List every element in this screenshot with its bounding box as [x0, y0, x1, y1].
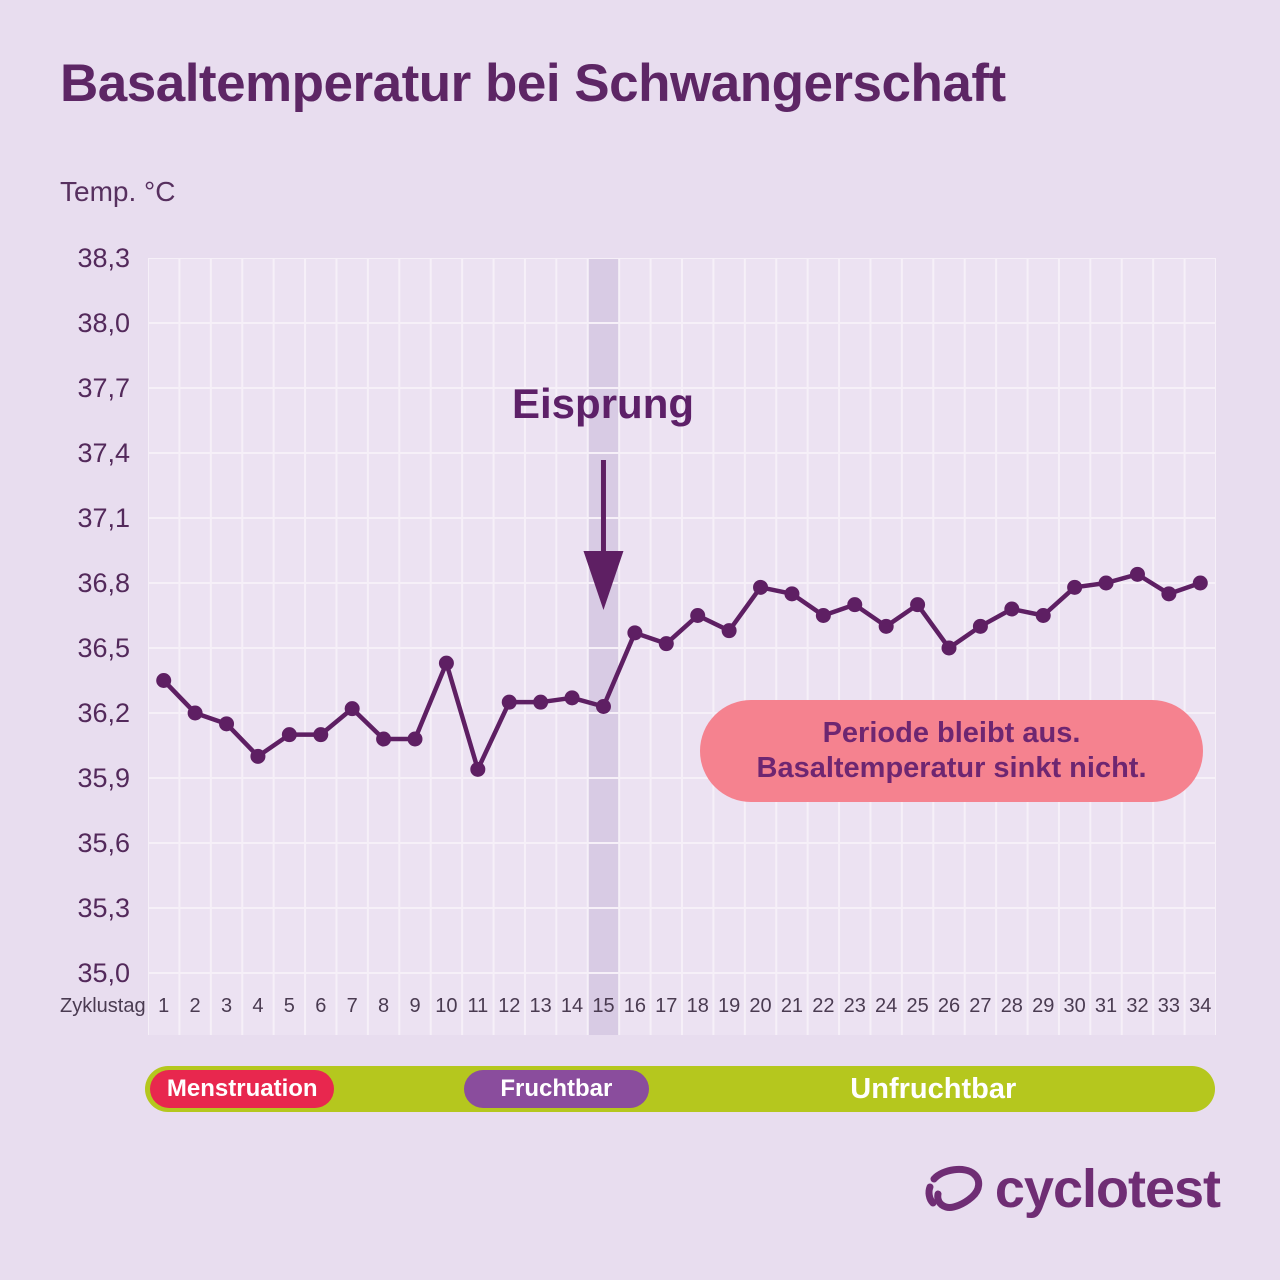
- ovulation-arrow-head: [583, 551, 624, 610]
- chart-canvas: 1 2 3 4 5 6 7 8 9 10 11 12 13 14 15 16 17 18 19 20 21 22 23 24 2…: [148, 258, 1216, 1035]
- y-tick-label: 36,2: [77, 698, 130, 728]
- y-tick-label: 36,8: [77, 568, 130, 598]
- data-point-day-6: [313, 727, 329, 743]
- temperature-line: [162, 572, 1202, 772]
- cycle-phase-bar: Menstruation Fruchtbar Unfruchtbar: [145, 1066, 1215, 1112]
- x-tick-label: 5: [284, 995, 295, 1017]
- x-tick-label: 19: [718, 995, 740, 1017]
- data-point-day-18: [690, 608, 706, 623]
- phase-pill-unfruchtbar: Unfruchtbar: [850, 1073, 1017, 1105]
- data-point-day-10: [438, 655, 454, 671]
- data-point-day-13: [533, 694, 549, 710]
- x-tick-label: 1: [158, 995, 169, 1017]
- data-point-day-29: [1035, 608, 1051, 623]
- data-point-day-27: [972, 618, 988, 634]
- data-point-day-19: [721, 623, 737, 639]
- data-point-day-22: [815, 608, 831, 623]
- data-point-day-24: [878, 618, 894, 634]
- x-tick-label: 21: [781, 995, 803, 1017]
- data-point-day-3: [219, 716, 235, 732]
- x-tick-label: 26: [938, 995, 960, 1017]
- x-tick-label: 11: [467, 995, 488, 1017]
- y-tick-label: 35,6: [77, 828, 130, 858]
- x-tick-label: 34: [1189, 995, 1211, 1017]
- x-tick-label: 2: [190, 995, 201, 1017]
- x-tick-label: 3: [221, 995, 232, 1017]
- x-tick-label: 25: [906, 995, 928, 1017]
- cyclotest-icon: [925, 1165, 982, 1211]
- x-tick-label: 15: [592, 995, 614, 1017]
- y-axis-title: Temp. °C: [60, 176, 176, 207]
- y-tick-label: 38,0: [77, 308, 130, 338]
- pregnancy-callout: Periode bleibt aus. Basaltemperatur sink…: [700, 700, 1203, 802]
- data-point-day-21: [784, 586, 800, 602]
- data-point-day-28: [1004, 601, 1020, 617]
- page-title: Basaltemperatur bei Schwangerschaft: [60, 54, 1006, 113]
- data-point-day-12: [501, 694, 517, 710]
- x-tick-label: 13: [530, 995, 552, 1017]
- y-tick-label: 35,9: [77, 763, 130, 793]
- x-tick-label: 14: [561, 995, 583, 1017]
- data-point-day-15: [595, 699, 611, 714]
- data-point-day-23: [847, 597, 863, 613]
- x-tick-label: 6: [315, 995, 326, 1017]
- brand-logo: cyclotest: [921, 1158, 1221, 1220]
- y-tick-label: 36,5: [77, 633, 130, 663]
- x-tick-label: 9: [409, 995, 420, 1017]
- data-point-day-1: [156, 673, 172, 688]
- data-point-day-2: [187, 705, 203, 721]
- y-tick-label: 37,4: [77, 438, 130, 468]
- data-point-day-20: [753, 579, 769, 595]
- x-tick-label: 4: [252, 995, 263, 1017]
- data-point-day-4: [250, 748, 266, 764]
- x-tick-label: 29: [1032, 995, 1054, 1017]
- x-axis-title: Zyklustag: [60, 995, 146, 1017]
- brand-name: cyclotest: [994, 1159, 1221, 1219]
- callout-line-2: Basaltemperatur sinkt nicht.: [756, 752, 1147, 784]
- phase-pill-menstruation: Menstruation: [150, 1070, 335, 1108]
- data-point-day-31: [1098, 575, 1114, 591]
- x-tick-label: 17: [655, 995, 677, 1017]
- x-tick-label: 12: [498, 995, 520, 1017]
- data-point-day-25: [910, 597, 926, 613]
- x-tick-label: 31: [1095, 995, 1117, 1017]
- y-tick-label: 37,7: [77, 373, 130, 403]
- data-point-day-5: [281, 727, 297, 743]
- x-tick-label: 20: [749, 995, 771, 1017]
- x-tick-label: 8: [378, 995, 389, 1017]
- data-point-day-11: [470, 761, 486, 777]
- x-tick-label: 30: [1064, 995, 1086, 1017]
- data-point-day-33: [1161, 586, 1177, 602]
- x-tick-label: 33: [1158, 995, 1180, 1017]
- x-tick-label: 24: [875, 995, 897, 1017]
- y-tick-label: 38,3: [77, 243, 130, 273]
- data-point-day-16: [627, 625, 643, 641]
- x-tick-label: 23: [844, 995, 866, 1017]
- x-tick-label: 28: [1001, 995, 1023, 1017]
- data-point-day-17: [658, 636, 674, 652]
- x-tick-label: 27: [969, 995, 991, 1017]
- data-point-day-9: [407, 731, 423, 747]
- x-tick-label: 18: [687, 995, 709, 1017]
- data-point-day-14: [564, 690, 580, 706]
- x-tick-label: 10: [435, 995, 457, 1017]
- data-point-day-30: [1067, 579, 1083, 595]
- x-tick-label: 32: [1126, 995, 1148, 1017]
- ovulation-band: [587, 258, 620, 1035]
- data-point-day-26: [941, 640, 957, 656]
- ovulation-annotation-label: Eisprung: [511, 380, 695, 427]
- x-tick-label: 7: [347, 995, 358, 1017]
- data-point-day-32: [1129, 566, 1145, 582]
- data-point-day-7: [344, 701, 360, 717]
- x-tick-label: 22: [812, 995, 834, 1017]
- data-point-day-8: [376, 731, 392, 747]
- y-tick-label: 35,3: [77, 893, 130, 923]
- data-point-day-34: [1192, 575, 1208, 591]
- callout-line-1: Periode bleibt aus.: [822, 717, 1081, 749]
- phase-pill-fruchtbar: Fruchtbar: [464, 1070, 649, 1108]
- y-tick-label: 37,1: [77, 503, 130, 533]
- x-tick-label: 16: [624, 995, 646, 1017]
- y-tick-label: 35,0: [77, 958, 130, 988]
